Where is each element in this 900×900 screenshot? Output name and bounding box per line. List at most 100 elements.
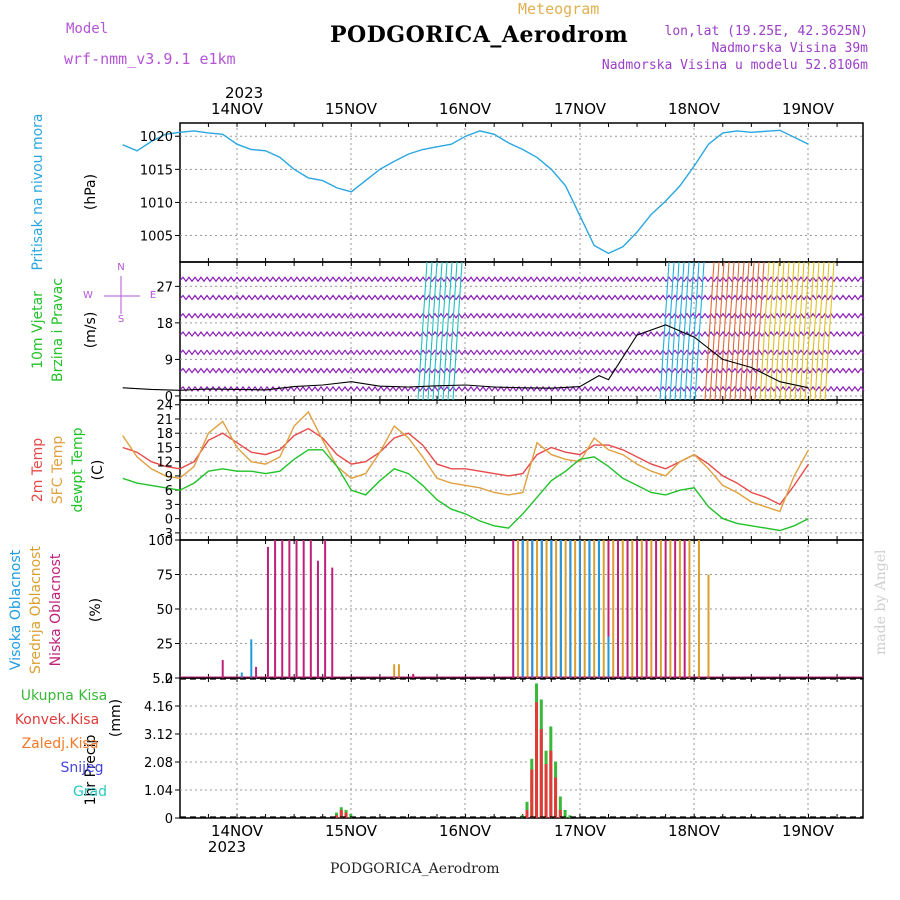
y-tick-label-temperature: 9 (165, 470, 173, 485)
pressure-line (122, 129, 809, 255)
cloud-bar (516, 540, 519, 678)
y-tick-label-clouds: 50 (156, 603, 173, 618)
compass-w-label: W (83, 290, 93, 301)
wind-arrow (422, 261, 433, 401)
cloud-bar (659, 540, 662, 678)
precip-bar (535, 702, 539, 818)
altitude-text: Nadmorska Visina 39m (711, 41, 868, 56)
wind-arrow (779, 261, 790, 401)
cloud-bar (593, 540, 596, 678)
precip-bar (549, 750, 553, 818)
wind-arrow (447, 261, 458, 401)
y-tick-label-temperature: 18 (156, 427, 173, 442)
cloud-bar (645, 540, 648, 678)
cloud-unit: (%) (88, 598, 104, 622)
low-cloud-axis-title: Niska Oblacnost (48, 553, 64, 666)
model-name: wrf-nmm_v3.9.1 e1km (64, 50, 236, 68)
mid-cloud-axis-title: Srednja Oblacnost (28, 546, 44, 674)
y-tick-label-temperature: 12 (156, 456, 173, 471)
pressure-unit: (hPa) (83, 174, 99, 210)
cloud-bar (569, 540, 572, 678)
cloud-bar (288, 540, 291, 678)
cloud-bar (540, 540, 543, 678)
high-cloud-axis-title: Visoka Oblacnost (8, 549, 24, 670)
data-layer (122, 129, 865, 818)
wind-arrow (749, 261, 760, 401)
wind-arrow (739, 261, 750, 401)
cloud-bar (707, 574, 710, 678)
precip-bar (554, 777, 558, 818)
model-altitude-text: Nadmorska Visina u modelu 52.8106m (601, 58, 868, 73)
y-tick-label-precip: 3.12 (144, 728, 173, 743)
cloud-bar (545, 540, 548, 678)
wind-arrow (679, 261, 690, 401)
wind-arrow (714, 261, 725, 401)
y-tick-label-temperature: 24 (156, 399, 173, 414)
cloud-bar (617, 540, 619, 678)
wind-axis-title-2: Brzina i Pravac (50, 278, 66, 382)
precip-bar (344, 812, 348, 818)
y-tick-label-pressure: 1010 (140, 196, 173, 211)
y-tick-label-precip: 2.08 (144, 756, 173, 771)
wind-arrow (819, 261, 830, 401)
wind-axis-title: 10m Vjetar (30, 291, 46, 369)
wind-arrow (724, 261, 735, 401)
meteogram-subtitle: Meteogram (518, 0, 600, 18)
precip-bar (558, 796, 562, 818)
wind-arrow (784, 261, 795, 401)
pressure-axis-title: Pritisak na nivou mora (30, 113, 46, 270)
dewpt-axis-title: dewpt Temp (70, 427, 86, 512)
cloud-bar (597, 540, 600, 678)
cloud-bar (274, 540, 277, 678)
wind-barb-row (179, 276, 865, 283)
cloud-bar (674, 540, 677, 678)
precip-legend-2: Zaledj.Kisa (22, 736, 99, 752)
precip-bar (530, 769, 534, 818)
y-tick-label-precip: 0 (165, 812, 173, 827)
precip-bar (563, 809, 567, 818)
wind-arrow (417, 261, 428, 401)
day-label-top: 17NOV (554, 100, 607, 118)
cloud-bar (531, 540, 534, 678)
y-tick-label-wind: 27 (156, 280, 173, 295)
y-tick-label-temperature: 3 (165, 498, 173, 513)
wind-barb-row (179, 367, 865, 374)
wind-arrow (709, 261, 720, 401)
wind-arrow (754, 261, 765, 401)
cloud-bar (621, 540, 624, 678)
y-tick-label-wind: 0 (165, 390, 173, 405)
cloud-bar (397, 664, 400, 678)
precip-legend-0: Ukupna Kisa (21, 688, 108, 704)
axes-layer (175, 122, 864, 819)
cloud-bar (302, 540, 305, 678)
y-tick-label-temperature: 6 (165, 484, 173, 499)
wind-arrow (814, 261, 825, 401)
cloud-bar (626, 540, 629, 678)
precip-bar (525, 809, 529, 818)
wind-barb-row (179, 312, 865, 319)
model-label: Model (66, 21, 109, 37)
y-tick-label-pressure: 1015 (140, 163, 173, 178)
cloud-bar (688, 540, 691, 678)
wind-arrow (789, 261, 800, 401)
wind-arrow (704, 261, 715, 401)
cloud-bar (324, 540, 327, 678)
y-tick-label-temperature: 0 (165, 513, 173, 528)
cloud-bar (316, 560, 319, 678)
cloud-bar (559, 540, 562, 678)
precip-legend-3: Snijeg (60, 760, 103, 776)
cloud-bar (588, 540, 591, 678)
cloud-bar (526, 540, 529, 678)
wind-barb-row (179, 349, 865, 356)
wind-arrow (794, 261, 805, 401)
cloud-bar (281, 540, 284, 678)
wind-arrow (759, 261, 770, 401)
temp-unit: (C) (90, 460, 106, 481)
cloud-bar (412, 673, 415, 678)
footer-station: PODGORICA_Aerodrom (330, 861, 500, 877)
y-tick-label-clouds: 75 (156, 569, 173, 584)
year-label-bottom: 2023 (208, 838, 246, 856)
cloud-bar (697, 540, 700, 678)
y-tick-label-precip: 1.04 (144, 784, 173, 799)
precip-bar (349, 813, 353, 818)
